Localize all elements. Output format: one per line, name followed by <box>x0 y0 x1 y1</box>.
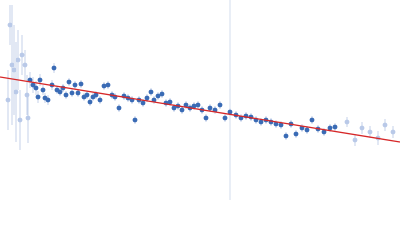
point <box>93 92 99 98</box>
point <box>11 67 17 73</box>
point <box>367 129 373 135</box>
point <box>227 109 233 115</box>
point <box>116 105 122 111</box>
point <box>352 137 358 143</box>
point <box>327 125 333 131</box>
point <box>15 57 21 63</box>
point <box>24 92 30 98</box>
point <box>19 52 25 58</box>
point <box>321 129 327 135</box>
point <box>87 99 93 105</box>
point <box>35 94 41 100</box>
point <box>30 82 36 88</box>
point <box>22 62 28 68</box>
point <box>359 125 365 131</box>
point <box>390 129 396 135</box>
point <box>97 97 103 103</box>
point <box>132 117 138 123</box>
point <box>57 89 63 95</box>
point <box>258 119 264 125</box>
point <box>45 97 51 103</box>
point <box>75 90 81 96</box>
point <box>33 85 39 91</box>
point <box>278 122 284 128</box>
point <box>159 91 165 97</box>
point <box>222 115 228 121</box>
point <box>37 77 43 83</box>
point <box>191 103 197 109</box>
point <box>382 122 388 128</box>
point <box>9 62 15 68</box>
point <box>293 131 299 137</box>
point <box>332 124 338 130</box>
point <box>72 82 78 88</box>
point <box>171 105 177 111</box>
point <box>144 95 150 101</box>
point <box>217 102 223 108</box>
point <box>69 90 75 96</box>
point <box>105 82 111 88</box>
point <box>17 117 23 123</box>
point <box>66 79 72 85</box>
point <box>309 117 315 123</box>
point <box>344 119 350 125</box>
point <box>283 133 289 139</box>
fit-line <box>0 76 400 143</box>
point <box>7 22 13 28</box>
point <box>25 115 31 121</box>
point <box>148 89 154 95</box>
chart <box>0 0 400 200</box>
point <box>13 89 19 95</box>
point <box>179 107 185 113</box>
point <box>63 92 69 98</box>
point <box>5 97 11 103</box>
point <box>78 81 84 87</box>
point <box>140 100 146 106</box>
point <box>183 102 189 108</box>
point <box>51 65 57 71</box>
point <box>273 121 279 127</box>
point <box>40 87 46 93</box>
point <box>203 115 209 121</box>
point <box>101 83 107 89</box>
point <box>304 127 310 133</box>
point <box>207 105 213 111</box>
point <box>167 99 173 105</box>
point <box>155 93 161 99</box>
point <box>84 92 90 98</box>
point <box>195 102 201 108</box>
